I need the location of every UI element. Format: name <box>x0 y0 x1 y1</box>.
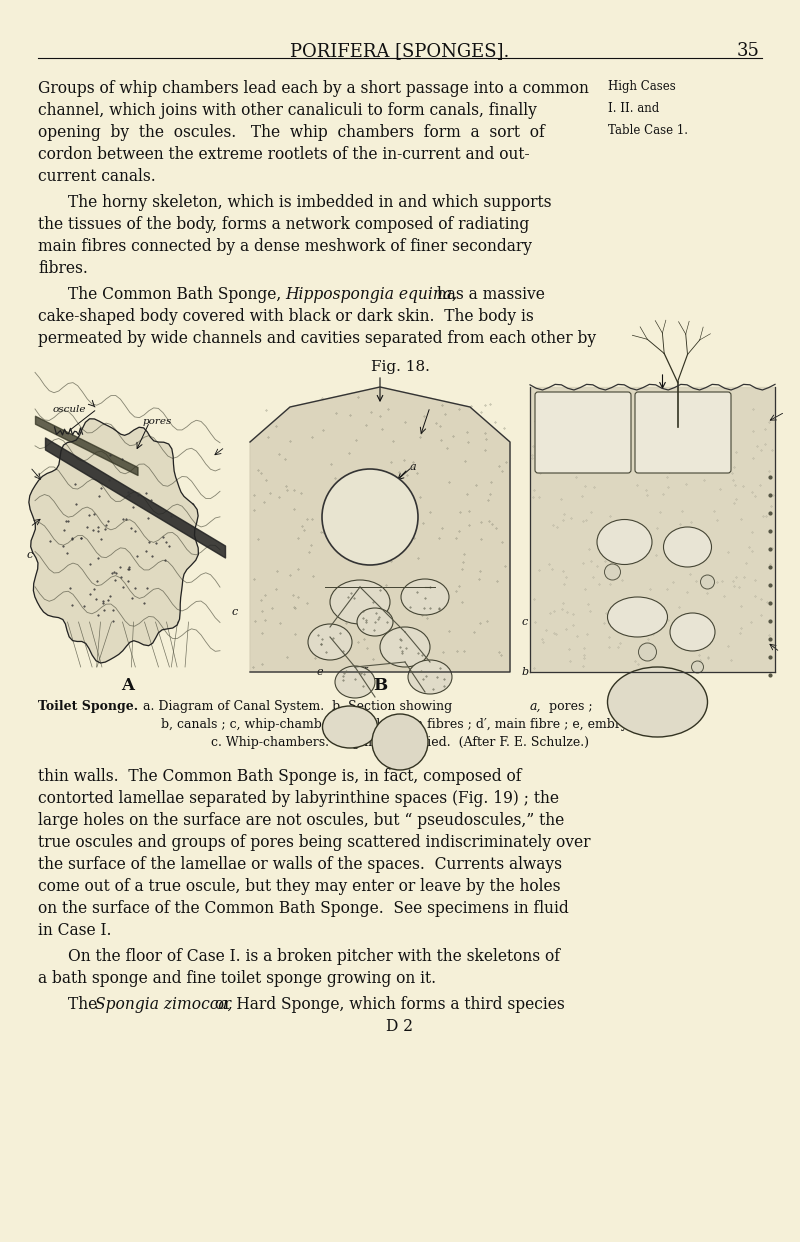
Text: the tissues of the body, forms a network composed of radiating: the tissues of the body, forms a network… <box>38 216 530 233</box>
Text: a: a <box>410 462 417 472</box>
Text: or Hard Sponge, which forms a third species: or Hard Sponge, which forms a third spec… <box>210 996 565 1013</box>
FancyBboxPatch shape <box>635 392 731 473</box>
Circle shape <box>701 575 714 589</box>
Ellipse shape <box>380 627 430 667</box>
Text: Hippospongia equina,: Hippospongia equina, <box>285 286 457 303</box>
Text: on the surface of the Common Bath Sponge.  See specimens in fluid: on the surface of the Common Bath Sponge… <box>38 900 569 917</box>
Text: d′: d′ <box>360 667 370 677</box>
Circle shape <box>322 469 418 565</box>
Ellipse shape <box>330 580 390 623</box>
Text: I. II. and: I. II. and <box>608 102 659 116</box>
Text: contorted lamellae separated by labyrinthine spaces (Fig. 19) ; the: contorted lamellae separated by labyrint… <box>38 790 559 807</box>
Text: current canals.: current canals. <box>38 168 156 185</box>
Text: A: A <box>121 677 134 694</box>
Polygon shape <box>29 419 198 663</box>
Ellipse shape <box>663 527 711 568</box>
Text: Fig. 18.: Fig. 18. <box>370 360 430 374</box>
Ellipse shape <box>408 660 452 694</box>
Text: C: C <box>646 677 659 694</box>
Text: pores: pores <box>142 417 172 426</box>
Text: D 2: D 2 <box>386 1018 414 1035</box>
Text: a. Diagram of Canal System.  b. Section showing: a. Diagram of Canal System. b. Section s… <box>135 700 456 713</box>
Text: The Common Bath Sponge,: The Common Bath Sponge, <box>68 286 286 303</box>
Text: c: c <box>522 617 528 627</box>
Text: oscule: oscule <box>53 405 86 414</box>
Ellipse shape <box>322 705 378 748</box>
Text: 35: 35 <box>737 42 760 60</box>
Ellipse shape <box>335 666 375 698</box>
Ellipse shape <box>357 609 393 636</box>
Text: opening  by  the  oscules.   The  whip  chambers  form  a  sort  of: opening by the oscules. The whip chamber… <box>38 124 545 142</box>
Text: fibres.: fibres. <box>38 260 88 277</box>
Text: c: c <box>232 607 238 617</box>
Ellipse shape <box>607 667 707 737</box>
Ellipse shape <box>401 579 449 615</box>
Text: thin walls.  The Common Bath Sponge is, in fact, composed of: thin walls. The Common Bath Sponge is, i… <box>38 768 522 785</box>
Text: On the floor of Case I. is a broken pitcher with the skeletons of: On the floor of Case I. is a broken pitc… <box>68 948 560 965</box>
Text: permeated by wide channels and cavities separated from each other by: permeated by wide channels and cavities … <box>38 330 596 347</box>
Text: come out of a true oscule, but they may enter or leave by the holes: come out of a true oscule, but they may … <box>38 878 561 895</box>
Circle shape <box>605 564 621 580</box>
Text: The horny skeleton, which is imbedded in and which supports: The horny skeleton, which is imbedded in… <box>68 194 551 211</box>
Text: The: The <box>68 996 102 1013</box>
Text: b: b <box>522 667 529 677</box>
Polygon shape <box>530 388 775 672</box>
Ellipse shape <box>607 597 667 637</box>
Text: the surface of the lamellae or walls of the spaces.  Currents always: the surface of the lamellae or walls of … <box>38 856 562 873</box>
Text: in Case I.: in Case I. <box>38 922 111 939</box>
Text: d: d <box>411 667 418 677</box>
FancyBboxPatch shape <box>535 392 631 473</box>
Text: main fibres connected by a dense meshwork of finer secondary: main fibres connected by a dense meshwor… <box>38 238 532 255</box>
Text: large holes on the surface are not oscules, but “ pseudoscules,” the: large holes on the surface are not oscul… <box>38 812 564 828</box>
Text: PORIFERA [SPONGES].: PORIFERA [SPONGES]. <box>290 42 510 60</box>
Ellipse shape <box>308 623 352 660</box>
Text: has a massive: has a massive <box>432 286 545 303</box>
Text: b, canals ; c, whip-chambers ; d, skeleton fibres ; d′, main fibre ; e, embryo.: b, canals ; c, whip-chambers ; d, skelet… <box>161 718 639 732</box>
Text: a bath sponge and fine toilet sponge growing on it.: a bath sponge and fine toilet sponge gro… <box>38 970 436 987</box>
Text: e: e <box>317 667 323 677</box>
Text: B: B <box>373 677 387 694</box>
Text: Table Case 1.: Table Case 1. <box>608 124 688 137</box>
Circle shape <box>638 643 657 661</box>
Text: c: c <box>27 549 34 559</box>
Text: c. Whip-chambers.  Highly magnified.  (After F. E. Schulze.): c. Whip-chambers. Highly magnified. (Aft… <box>211 737 589 749</box>
Text: Toilet Sponge.: Toilet Sponge. <box>38 700 138 713</box>
Ellipse shape <box>670 614 715 651</box>
Polygon shape <box>250 388 510 672</box>
Text: channel, which joins with other canaliculi to form canals, finally: channel, which joins with other canalicu… <box>38 102 537 119</box>
Circle shape <box>372 714 428 770</box>
Circle shape <box>691 661 703 673</box>
Text: pores ;: pores ; <box>545 700 593 713</box>
Text: Spongia zimocca,: Spongia zimocca, <box>95 996 233 1013</box>
Text: cake-shaped body covered with black or dark skin.  The body is: cake-shaped body covered with black or d… <box>38 308 534 325</box>
Text: Groups of whip chambers lead each by a short passage into a common: Groups of whip chambers lead each by a s… <box>38 79 589 97</box>
Text: a,: a, <box>530 700 542 713</box>
Text: true oscules and groups of pores being scattered indiscriminately over: true oscules and groups of pores being s… <box>38 833 590 851</box>
Text: cordon between the extreme rootlets of the in-current and out-: cordon between the extreme rootlets of t… <box>38 147 530 163</box>
Text: High Cases: High Cases <box>608 79 676 93</box>
Ellipse shape <box>597 519 652 565</box>
